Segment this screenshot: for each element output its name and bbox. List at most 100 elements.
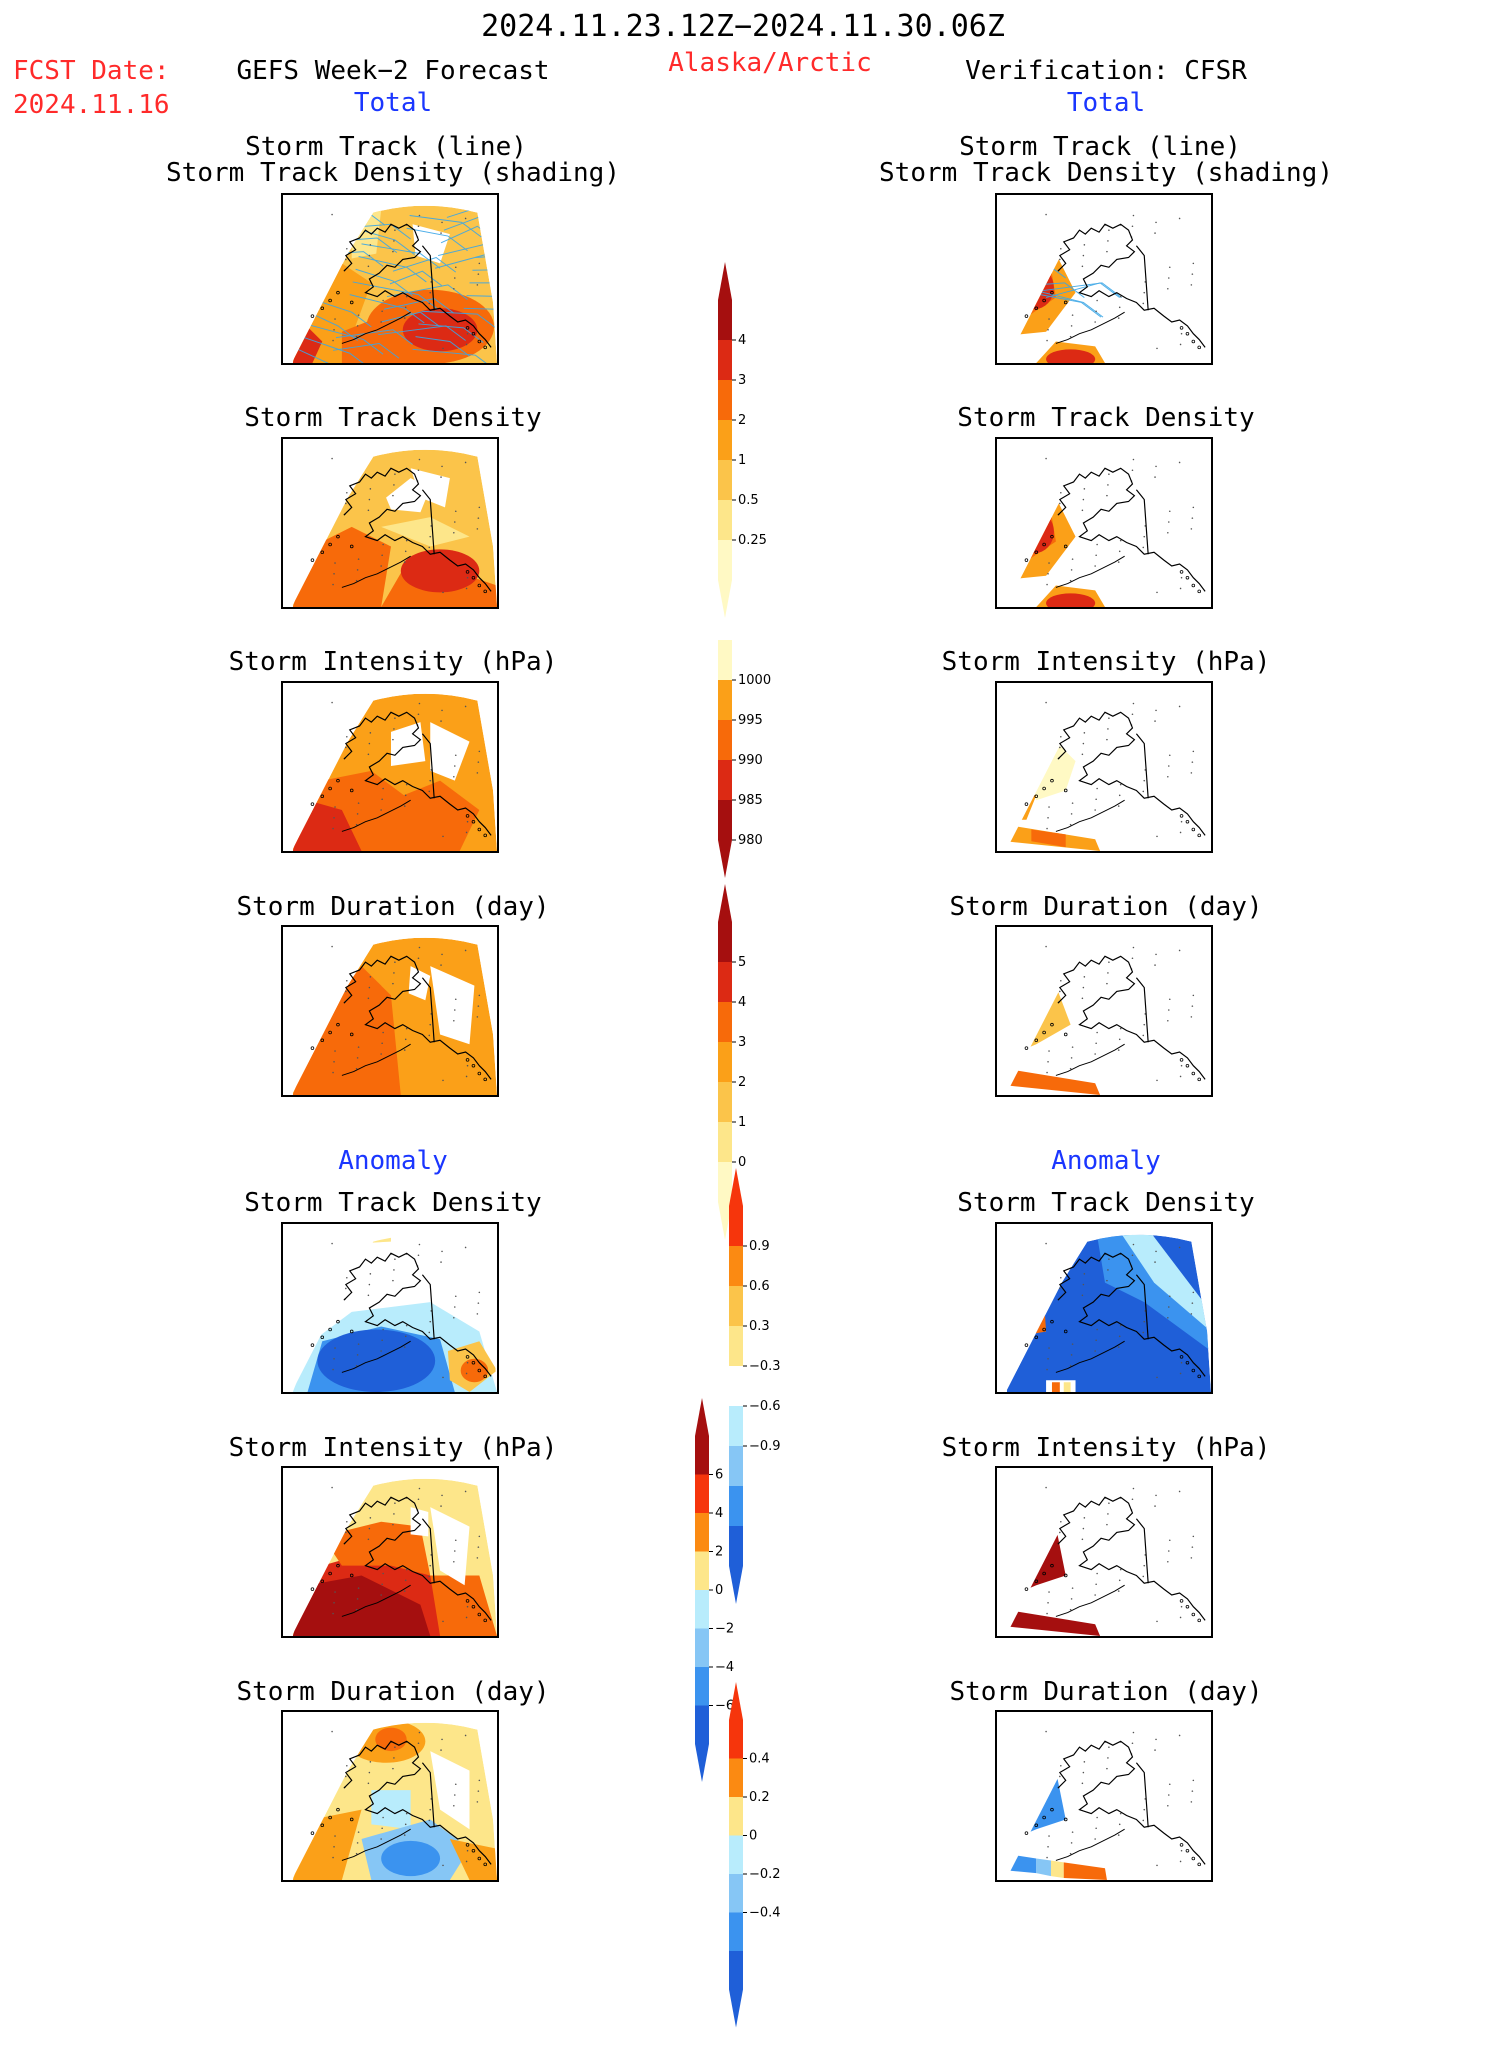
coastline [1057,1740,1206,1865]
storm-track-line [361,243,441,269]
field-shading [381,1840,441,1877]
colorbar-svg: 6 4 2 0 −2 −4 −6 [695,1398,734,1782]
border-line [421,733,435,799]
colorbar-tick-label: 2 [715,1545,723,1560]
colorbar-cap-top [695,1398,709,1436]
colorbar-segment [718,760,732,800]
coastline [343,223,492,348]
field-shading [1014,266,1054,310]
storm-track-line [446,205,497,218]
colorbar-cap-bottom [718,580,732,618]
colorbar-segment [729,1951,743,1990]
map-right-anom-intensity [995,1466,1213,1638]
map-left-density [281,437,499,609]
colorbar-tick-label: 4 [738,333,746,348]
colorbar-tick-label: 985 [738,793,763,808]
colorbar-tick-label: 0.6 [749,1279,770,1294]
right-anom-duration-title: Storm Duration (day) [949,1677,1263,1707]
colorbar-segment [718,500,732,540]
colorbar-segment [718,1162,732,1202]
colorbar-tick-label: 4 [715,1506,723,1521]
colorbar-tick-label: 0.4 [749,1752,770,1767]
storm-track-line [392,256,457,273]
colorbar-tick-label: 4 [738,995,746,1010]
colorbar-cap-top [729,1682,743,1720]
colorbar-density-anom: 0.9 0.6 0.3 −0.3 −0.6 −0.9 [729,1168,799,1628]
colorbar-tick-label: −0.3 [749,1359,781,1374]
field-shading [1050,1860,1064,1879]
map-svg [1006,1234,1211,1392]
colorbar-cap-bottom [729,1566,743,1604]
field-shading [390,780,480,851]
colorbar-segment [718,720,732,760]
coastline [343,1252,492,1377]
map-svg [1006,945,1206,1095]
colorbar-cap-top [729,1168,743,1206]
coastline [343,711,492,836]
colorbar-tick-label: −4 [715,1660,734,1675]
colorbar-tick-label: 1 [738,453,746,468]
field-shading [1046,349,1096,363]
right-total-label: Total [1066,88,1146,118]
border-line [1135,977,1149,1043]
colorbar-segment [718,800,732,840]
map-svg [292,1478,497,1636]
colorbar-duration-total: 5 4 3 2 1 0 [718,884,788,1264]
colorbar-segment [729,1286,743,1326]
border-line [421,245,435,311]
field-shading [1114,1234,1211,1332]
left-duration-title: Storm Duration (day) [236,892,550,922]
storm-track-line [418,323,484,343]
field-shading [430,722,470,781]
border-line [1135,1762,1149,1828]
colorbar-tick-label: 0.3 [749,1319,770,1334]
storm-track-line [463,307,497,326]
colorbar-segment [695,1667,709,1706]
colorbar-segment [729,1246,743,1286]
field-shading [1016,1302,1047,1337]
left-anomaly-label: Anomaly [338,1146,448,1176]
field-shading [1046,593,1096,607]
colorbar-tick-label: 0 [738,1155,746,1170]
storm-track-line [415,336,470,357]
colorbar-intensity-anom: 6 4 2 0 −2 −4 −6 [695,1398,765,1806]
field-shading [412,224,450,264]
border-line [1135,245,1149,311]
border-line [421,1274,435,1340]
map-svg [1006,213,1206,363]
storm-track-line [406,227,468,252]
storm-track-line [364,230,415,255]
right-title: Verification: CFSR [965,56,1247,86]
colorbar-svg: 1000 995 990 985 980 [718,640,771,878]
storm-track-line [301,322,384,355]
colorbar-tick-label: −0.9 [749,1439,781,1454]
map-svg [1006,1730,1206,1880]
coastline [343,467,492,592]
field-shading [1006,790,1037,820]
colorbar-segment [718,420,732,460]
map-right-anom-duration [995,1710,1213,1882]
colorbar-segment [718,922,732,962]
colorbar-svg: 0.4 0.2 0 −0.2 −0.4 [729,1682,781,2028]
colorbar-intensity-total: 1000 995 990 985 980 [718,640,788,902]
storm-track-line [292,205,343,215]
border-line [421,977,435,1043]
left-total-label: Total [353,88,433,118]
field-shading [1006,1526,1066,1600]
border-line [1135,489,1149,555]
storm-track-line [352,281,439,310]
coastline [1057,223,1206,348]
colorbar-segment [729,1526,743,1566]
colorbar-tick-label: −0.2 [749,1867,781,1882]
fcst-label: FCST Date: [13,56,170,86]
border-line [421,1762,435,1828]
colorbar-svg: 5 4 3 2 1 0 [718,884,746,1240]
coastline [1057,1496,1206,1621]
colorbar-segment [695,1474,709,1513]
map-svg [1006,457,1206,607]
map-svg [1006,701,1206,851]
field-shading [430,966,475,1045]
field-shading [1006,1770,1066,1844]
map-left-anom-density [281,1222,499,1394]
field-shading [1046,1380,1076,1392]
